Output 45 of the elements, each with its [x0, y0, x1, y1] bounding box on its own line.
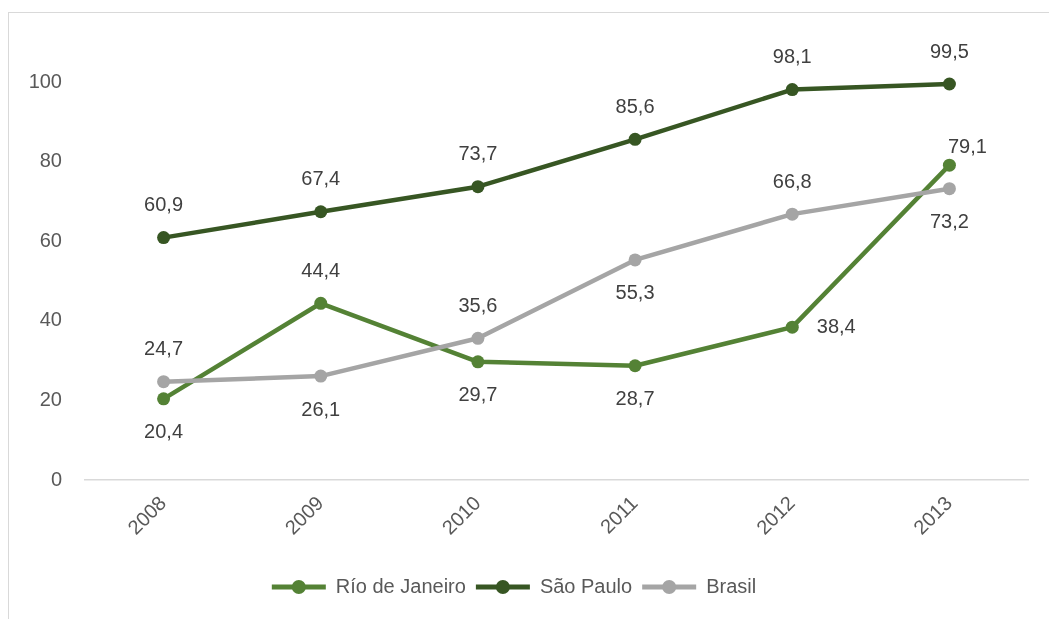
data-label: 28,7	[615, 387, 655, 410]
data-label: 26,1	[301, 397, 341, 420]
data-label: 20,4	[144, 420, 184, 443]
point	[471, 331, 485, 345]
data-label: 35,6	[458, 293, 498, 316]
y-tick-label: 100	[28, 69, 62, 92]
point	[785, 320, 799, 334]
data-label: 99,5	[929, 39, 969, 62]
point	[628, 253, 642, 267]
point	[314, 369, 328, 383]
data-label: 66,8	[772, 169, 812, 192]
data-label: 73,2	[929, 210, 969, 233]
legend-label: Río de Janeiro	[335, 574, 466, 597]
y-tick-label: 60	[39, 228, 62, 251]
point	[471, 180, 485, 194]
point	[942, 182, 956, 196]
y-tick-label: 20	[39, 387, 62, 410]
point	[157, 231, 171, 245]
legend-label: Brasil	[706, 574, 757, 597]
point	[628, 132, 642, 146]
point	[942, 77, 956, 91]
data-label: 60,9	[144, 193, 184, 216]
data-label: 79,1	[947, 134, 987, 157]
data-label: 44,4	[301, 258, 341, 281]
y-tick-label: 80	[39, 149, 62, 172]
point	[314, 296, 328, 310]
point	[157, 375, 171, 389]
y-tick-label: 40	[39, 308, 62, 331]
data-label: 73,7	[458, 142, 498, 165]
data-label: 67,4	[301, 167, 341, 190]
data-label: 24,7	[144, 337, 184, 360]
point	[628, 359, 642, 373]
point	[942, 158, 956, 172]
point	[314, 205, 328, 219]
point	[785, 83, 799, 97]
data-label: 29,7	[458, 383, 498, 406]
y-tick-label: 0	[50, 467, 62, 490]
point	[471, 355, 485, 369]
data-label: 38,4	[816, 314, 856, 337]
point	[785, 207, 799, 221]
legend-label: São Paulo	[539, 574, 633, 597]
point	[157, 392, 171, 406]
data-label: 98,1	[772, 45, 812, 68]
data-label: 55,3	[615, 281, 655, 304]
data-label: 85,6	[615, 94, 655, 117]
